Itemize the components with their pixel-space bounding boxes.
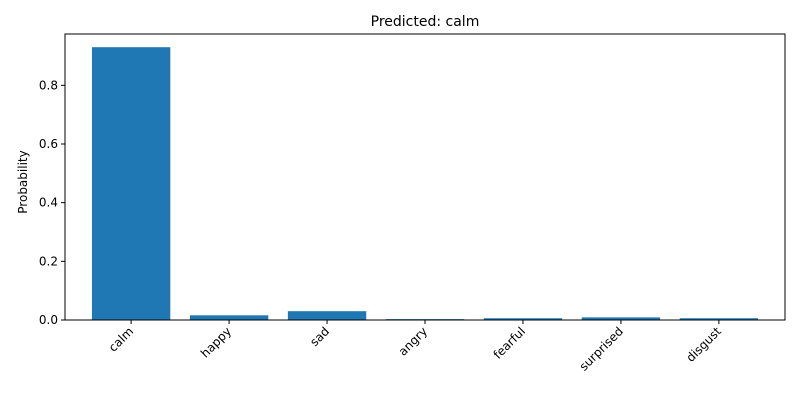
x-axis: calm happy sad angry fearful surprised disgust <box>106 320 724 374</box>
plot-frame <box>64 33 786 321</box>
y-tick-label: 0.6 <box>39 137 58 151</box>
bar-disgust <box>679 318 759 320</box>
x-tick-label: surprised <box>577 324 626 373</box>
y-axis: 0.0 0.2 0.4 0.6 0.8 <box>39 78 65 327</box>
x-tick-label: happy <box>198 324 234 360</box>
y-axis-label: Probability <box>16 150 30 213</box>
x-tick-label: sad <box>307 324 332 349</box>
x-tick-label: angry <box>396 324 430 358</box>
x-tick-label: disgust <box>683 324 724 365</box>
bar-happy <box>189 315 269 320</box>
y-tick-label: 0.4 <box>39 196 58 210</box>
chart-title: Predicted: calm <box>371 14 480 30</box>
bar-calm <box>91 47 171 320</box>
bar-surprised <box>581 317 661 320</box>
y-tick-label: 0.8 <box>39 78 58 92</box>
bar-sad <box>287 311 367 320</box>
y-tick-label: 0.2 <box>39 254 58 268</box>
x-tick-label: fearful <box>491 324 529 362</box>
x-tick-label: calm <box>106 324 136 354</box>
bar-fearful <box>483 318 563 320</box>
y-tick-label: 0.0 <box>39 313 58 327</box>
bars <box>91 47 759 320</box>
